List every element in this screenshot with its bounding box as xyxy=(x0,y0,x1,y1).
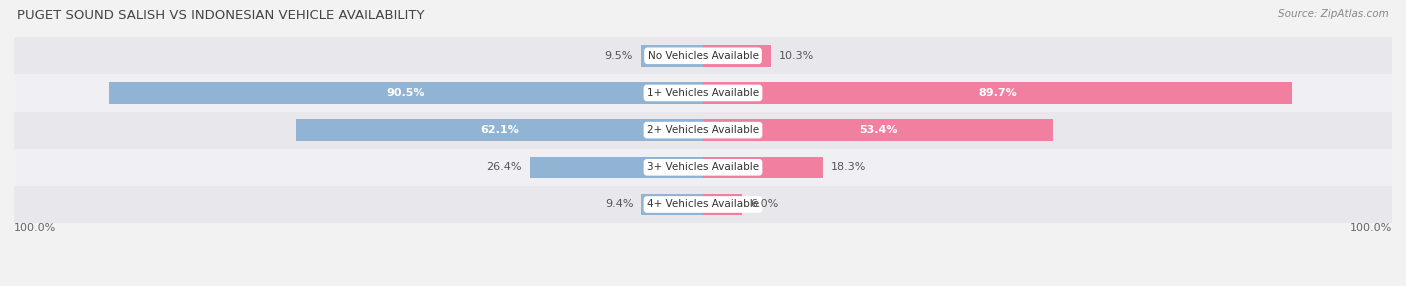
Text: 3+ Vehicles Available: 3+ Vehicles Available xyxy=(647,162,759,172)
Bar xyxy=(0,186,1406,223)
Bar xyxy=(703,119,1053,141)
Bar xyxy=(0,74,1406,112)
Bar xyxy=(0,149,1406,186)
Text: No Vehicles Available: No Vehicles Available xyxy=(648,51,758,61)
Bar xyxy=(703,45,770,67)
Text: Source: ZipAtlas.com: Source: ZipAtlas.com xyxy=(1278,9,1389,19)
Bar xyxy=(295,119,703,141)
Text: 90.5%: 90.5% xyxy=(387,88,426,98)
Text: 2+ Vehicles Available: 2+ Vehicles Available xyxy=(647,125,759,135)
Text: 9.5%: 9.5% xyxy=(605,51,633,61)
Text: 100.0%: 100.0% xyxy=(1350,223,1392,233)
Text: 1+ Vehicles Available: 1+ Vehicles Available xyxy=(647,88,759,98)
Bar xyxy=(0,112,1406,149)
Bar xyxy=(641,194,703,215)
Bar xyxy=(0,37,1406,74)
Text: 9.4%: 9.4% xyxy=(605,200,634,209)
Bar xyxy=(641,45,703,67)
Bar xyxy=(110,82,703,104)
Text: 62.1%: 62.1% xyxy=(479,125,519,135)
Text: 18.3%: 18.3% xyxy=(831,162,866,172)
Text: 6.0%: 6.0% xyxy=(751,200,779,209)
Text: PUGET SOUND SALISH VS INDONESIAN VEHICLE AVAILABILITY: PUGET SOUND SALISH VS INDONESIAN VEHICLE… xyxy=(17,9,425,21)
Text: 26.4%: 26.4% xyxy=(486,162,522,172)
Text: 100.0%: 100.0% xyxy=(14,223,56,233)
Bar xyxy=(703,194,742,215)
Text: 4+ Vehicles Available: 4+ Vehicles Available xyxy=(647,200,759,209)
Text: 53.4%: 53.4% xyxy=(859,125,897,135)
Bar xyxy=(703,156,823,178)
Text: 89.7%: 89.7% xyxy=(979,88,1017,98)
Text: 10.3%: 10.3% xyxy=(779,51,814,61)
Bar xyxy=(703,82,1292,104)
Bar xyxy=(530,156,703,178)
